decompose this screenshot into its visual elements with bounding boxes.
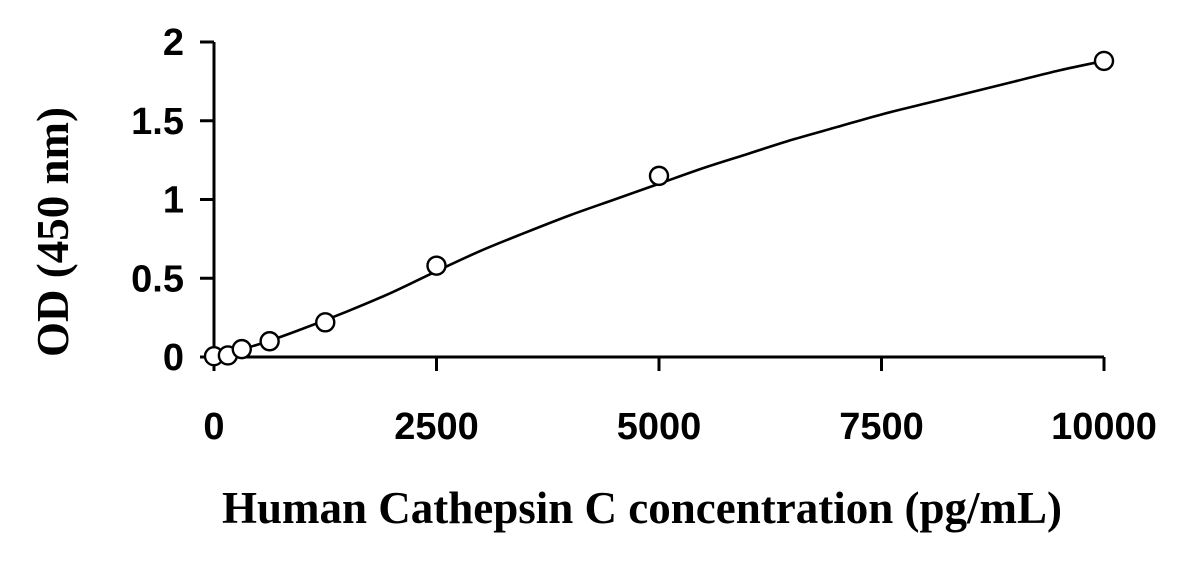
y-tick-label: 0 — [163, 337, 184, 379]
y-tick-label: 0.5 — [131, 258, 184, 300]
y-tick-label: 1 — [163, 180, 184, 222]
x-tick-label: 2500 — [394, 406, 479, 448]
data-points — [203, 50, 1115, 367]
data-point — [231, 338, 252, 360]
data-point — [259, 331, 280, 352]
x-tick-label: 7500 — [839, 406, 924, 448]
data-point — [426, 255, 447, 276]
y-tick-label: 2 — [163, 22, 184, 64]
y-axis-ticks: 0 0.5 1 1.5 2 — [131, 22, 214, 379]
axes — [212, 42, 1104, 359]
data-point — [1093, 50, 1115, 72]
x-tick-label: 10000 — [1051, 406, 1157, 448]
data-point — [315, 312, 336, 333]
x-axis-title: Human Cathepsin C concentration (pg/mL) — [222, 483, 1062, 533]
x-axis-ticks: 0 2500 5000 7500 10000 — [203, 357, 1157, 448]
fit-curve-line — [213, 59, 1105, 358]
data-point — [648, 165, 670, 187]
y-axis-title: OD (450 nm) — [28, 107, 78, 357]
x-tick-label: 5000 — [617, 406, 702, 448]
x-tick-label: 0 — [203, 406, 224, 448]
y-tick-label: 1.5 — [131, 101, 184, 143]
